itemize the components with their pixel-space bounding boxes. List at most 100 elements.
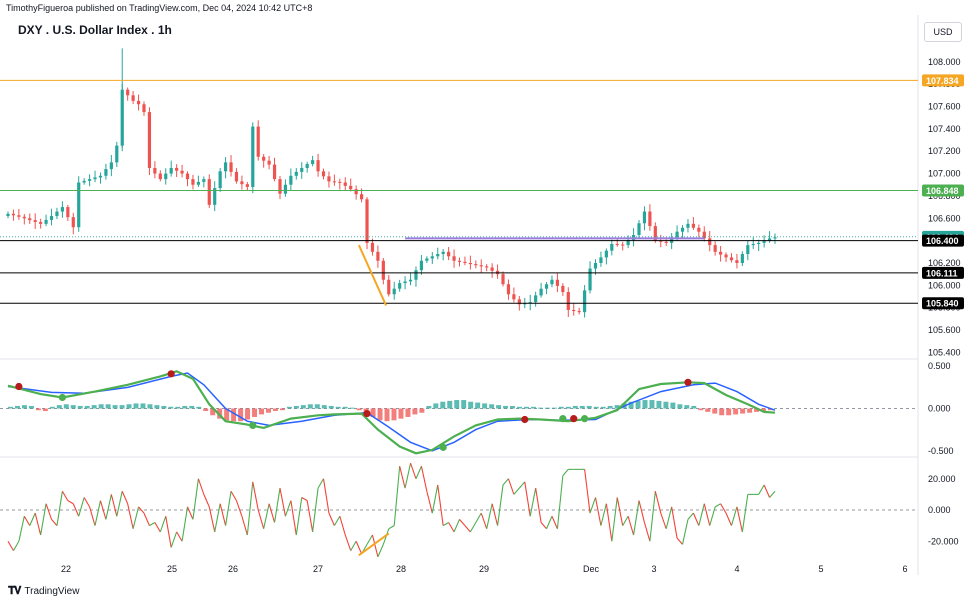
candle-body [245, 184, 249, 187]
osc-line-segment [230, 490, 237, 501]
candle-body [191, 179, 195, 185]
candle-body [593, 262, 598, 269]
candle-body [604, 250, 608, 258]
macd-histogram-bar [635, 400, 641, 409]
osc-line-segment [404, 463, 412, 489]
osc-line-segment [371, 534, 379, 558]
macd-histogram-bar [238, 408, 244, 422]
candle-body [316, 160, 320, 172]
osc-line-segment [459, 519, 466, 526]
osc-line-segment [605, 503, 613, 542]
candle-body [300, 167, 304, 172]
macd-histogram-bar [726, 408, 732, 416]
osc-line-segment [350, 540, 357, 551]
price-level-label: 106.400 [926, 236, 959, 246]
tradingview-logo[interactable]: 𝐓𝐕 TradingView [8, 585, 79, 598]
osc-line-segment [399, 466, 406, 489]
macd-histogram-bar [600, 406, 606, 409]
price-tick-label: 105.600 [928, 325, 961, 335]
macd-cross-dot [439, 443, 447, 451]
macd-histogram-bar [698, 408, 704, 411]
candle-body [136, 100, 141, 105]
osc-line-segment [328, 512, 335, 526]
osc-line-segment [475, 512, 482, 523]
currency-selector[interactable]: USD [924, 22, 962, 42]
price-tick-label: 107.000 [928, 169, 961, 179]
macd-histogram-bar [384, 408, 390, 422]
candle-body [234, 171, 239, 182]
macd-histogram-bar [28, 405, 34, 409]
macd-histogram-bar [182, 405, 188, 409]
candle-body [142, 104, 146, 113]
macd-histogram-bar [21, 405, 27, 409]
osc-line-segment [67, 500, 74, 505]
candle-body [544, 284, 549, 289]
macd-histogram-bar [656, 400, 662, 409]
macd-histogram-bar [663, 401, 669, 409]
osc-line-segment [698, 503, 705, 526]
osc-line-segment [29, 512, 36, 526]
osc-line-segment [491, 503, 499, 526]
candle-body [708, 238, 712, 246]
macd-histogram-bar [586, 405, 592, 409]
candle-body [746, 245, 750, 255]
candle-body [218, 171, 222, 189]
x-axis-label: Dec [583, 564, 600, 574]
candle-body [44, 219, 48, 224]
osc-line-segment [393, 466, 401, 526]
price-tick-label: 106.600 [928, 213, 961, 223]
osc-line-segment [176, 531, 183, 542]
macd-cross-dot [581, 415, 589, 423]
osc-line-segment [339, 516, 346, 536]
osc-line-segment [45, 503, 53, 520]
candle-body [332, 181, 336, 183]
candle-body [479, 265, 483, 267]
osc-line-segment [116, 491, 123, 517]
osc-line-segment [388, 525, 395, 530]
osc-line-segment [56, 491, 63, 526]
candle-body [436, 254, 440, 257]
osc-line-segment [616, 497, 624, 526]
osc-line-segment [692, 512, 700, 526]
price-tick-label: 107.400 [928, 124, 961, 134]
macd-histogram-bar [461, 400, 467, 409]
osc-tick-label: -20.000 [928, 536, 959, 546]
candle-body [169, 167, 173, 174]
candle-body [327, 176, 331, 182]
osc-line-segment [730, 506, 738, 526]
x-axis-label: 3 [651, 564, 656, 574]
candle-body [98, 175, 103, 178]
macd-histogram-bar [740, 408, 746, 414]
macd-cross-dot [249, 421, 257, 430]
osc-line-segment [94, 500, 102, 526]
osc-trendline [358, 532, 390, 557]
osc-line-segment [105, 494, 112, 520]
osc-line-segment [322, 478, 330, 514]
osc-line-segment [643, 522, 651, 542]
osc-line-segment [448, 522, 455, 533]
candle-body [408, 279, 413, 282]
osc-line-segment [355, 541, 363, 554]
osc-line-segment [562, 469, 569, 476]
osc-line-segment [769, 490, 776, 498]
candle-body [659, 240, 663, 242]
macd-histogram-bar [405, 408, 411, 417]
macd-histogram-bar [112, 405, 118, 409]
candle-body [539, 288, 543, 296]
macd-histogram-bar [14, 405, 20, 409]
candle-body [49, 216, 54, 220]
candle-body [262, 156, 266, 161]
candle-body [757, 242, 761, 244]
macd-cross-dot [559, 415, 567, 423]
candle-body [751, 243, 755, 246]
macd-histogram-bar [265, 408, 271, 413]
macd-histogram-bar [335, 406, 341, 409]
candle-body [512, 294, 516, 300]
osc-line-segment [290, 500, 297, 536]
macd-cross-dot [15, 382, 23, 391]
candle-body [414, 270, 418, 280]
macd-histogram-bar [84, 405, 90, 409]
price-level-badge [922, 184, 964, 197]
candle-body [185, 173, 190, 180]
